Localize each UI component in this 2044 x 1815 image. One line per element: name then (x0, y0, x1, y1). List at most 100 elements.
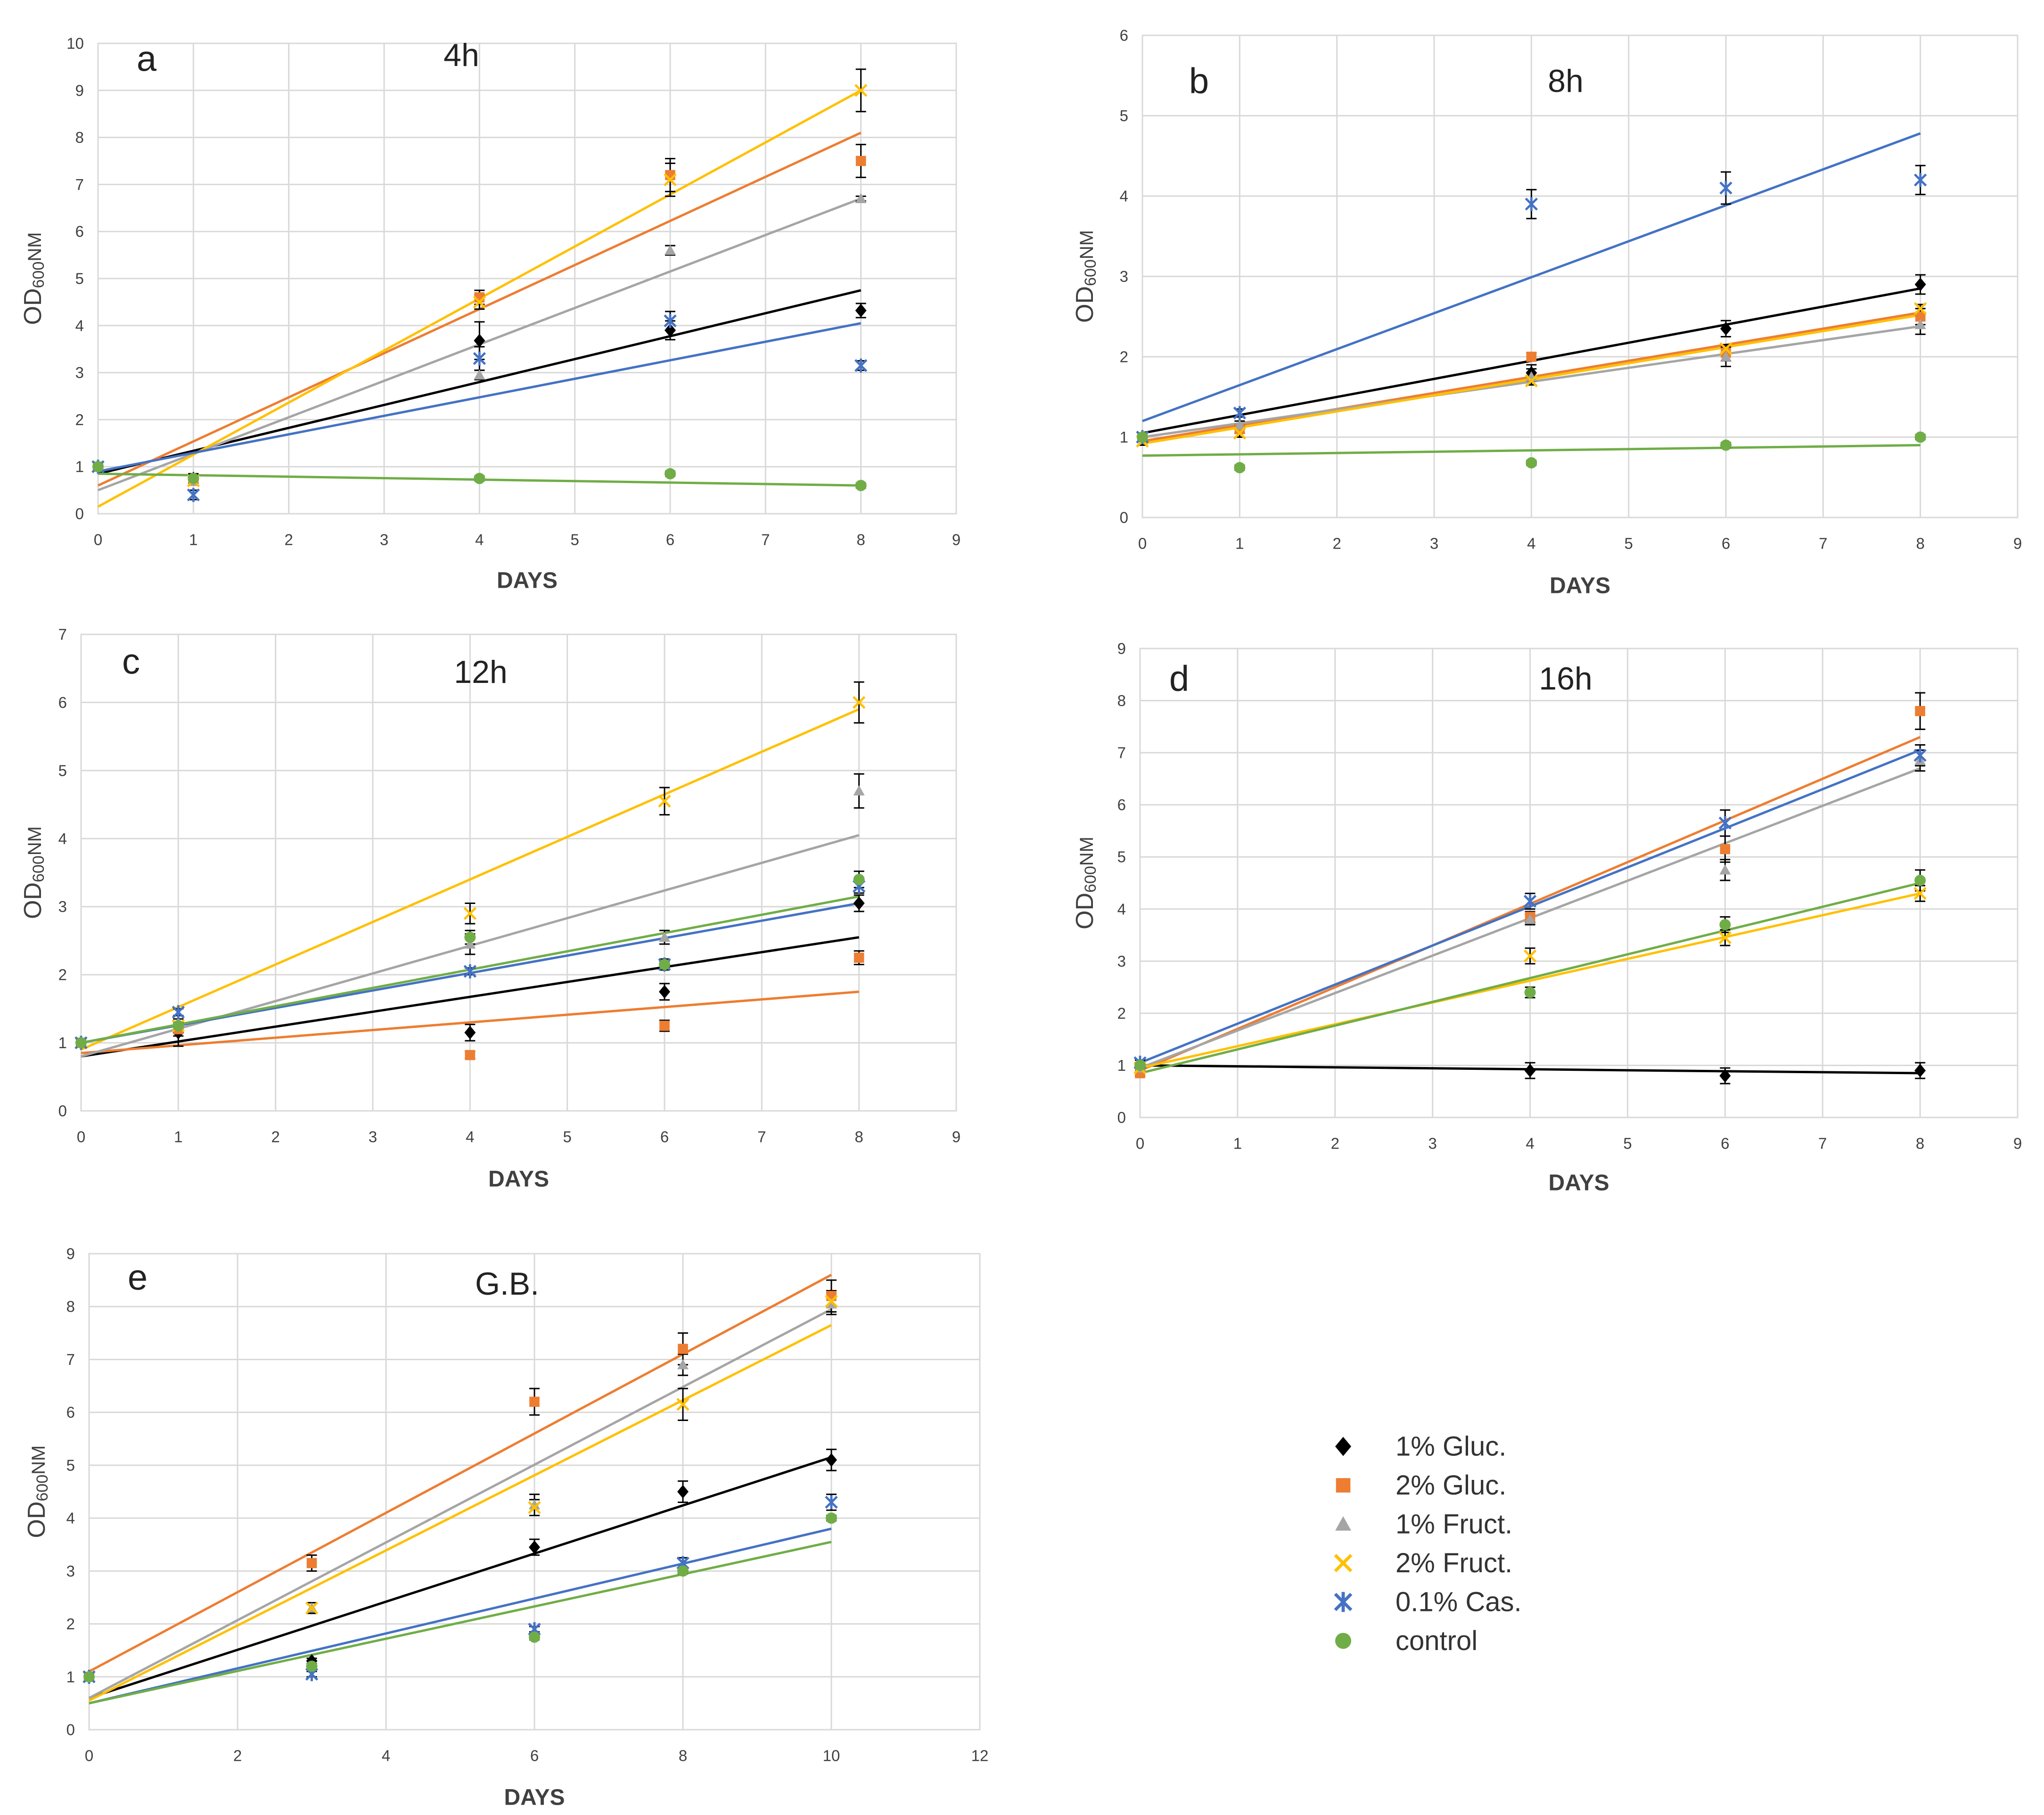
data-point-1-gluc (853, 896, 865, 910)
x-tick-label: 6 (530, 1747, 539, 1765)
data-point-2-fruct (1523, 949, 1537, 962)
legend-label: 1% Fruct. (1396, 1509, 1512, 1540)
legend-item: 1% Gluc. (1335, 1431, 1506, 1462)
x-tick-label: 8 (854, 1128, 863, 1146)
data-point-2-gluc (1915, 311, 1926, 322)
data-point-2-gluc (855, 156, 866, 166)
chart-title: 16h (1539, 661, 1592, 697)
data-point-1-gluc (529, 1540, 540, 1554)
y-tick-label: 8 (66, 1298, 75, 1315)
chart-title: G.B. (475, 1266, 539, 1302)
data-point-2-fruct (852, 696, 866, 709)
data-point-2-fruct (664, 173, 677, 187)
y-axis-label-main: OD (1071, 286, 1099, 323)
y-axis-label-main: OD (23, 1501, 50, 1538)
y-tick-label: 3 (75, 364, 84, 381)
panel-c: 0 1 2 3 4 5 6 7 8 9 0 1 2 3 4 5 6 7 c 12h DAYS OD600NM (19, 626, 960, 1192)
y-tick-label: 4 (1117, 900, 1126, 918)
data-point-1-fruct (1719, 864, 1731, 875)
y-tick-label: 6 (75, 223, 84, 240)
panel-d: 0 1 2 3 4 5 6 7 8 9 0 1 2 3 4 5 6 7 8 9 d 16h DAYS OD600NM (1071, 640, 2022, 1196)
chart-title: 8h (1548, 63, 1584, 99)
x-tick-label: 1 (174, 1128, 182, 1146)
data-point-control (474, 473, 485, 485)
data-point-control (92, 461, 104, 473)
trendline-1-gluc (98, 289, 862, 475)
data-point-control (1720, 439, 1732, 451)
data-point-control (853, 873, 865, 885)
y-tick-label: 2 (66, 1615, 75, 1633)
x-tick-label: 5 (563, 1128, 571, 1146)
data-point-control (75, 1037, 87, 1049)
data-point-0-1-cas (854, 358, 868, 373)
data-point-2-gluc (1915, 706, 1925, 716)
data-point-2-fruct (1233, 427, 1247, 440)
data-point-2-gluc (306, 1558, 317, 1569)
data-point-control (1134, 1059, 1146, 1071)
x-tick-label: 3 (1428, 1135, 1437, 1152)
y-tick-label: 8 (1117, 692, 1126, 709)
legend-label: 2% Fruct. (1396, 1548, 1512, 1578)
data-point-2-gluc (1720, 844, 1731, 854)
data-point-1-gluc (665, 323, 676, 337)
panel-letter: a (137, 39, 157, 79)
x-tick-label: 9 (952, 1128, 960, 1146)
legend-marker-triangle-icon (1335, 1516, 1351, 1531)
data-point-2-fruct (1718, 931, 1732, 944)
data-point-2-fruct (473, 296, 486, 309)
data-point-1-fruct (665, 245, 676, 255)
y-tick-label: 1 (75, 458, 84, 476)
data-point-1-gluc (677, 1485, 689, 1499)
y-tick-label: 6 (58, 694, 67, 711)
legend-label: 1% Gluc. (1396, 1431, 1506, 1462)
y-tick-label: 9 (1117, 640, 1126, 657)
x-axis-label: DAYS (1550, 574, 1610, 599)
data-point-0-1-cas (825, 1495, 838, 1510)
y-axis-label-subscript: 600 (33, 1475, 51, 1502)
data-point-control (306, 1660, 318, 1672)
trendline-0-1-cas (89, 1528, 832, 1705)
legend-label: 2% Gluc. (1396, 1470, 1506, 1501)
legend-item: 1% Fruct. (1335, 1509, 1512, 1540)
trendline-1-gluc (89, 1456, 832, 1700)
y-axis-label: OD600NM (23, 1445, 51, 1538)
y-axis-label-unit: NM (28, 1445, 49, 1475)
x-tick-label: 12 (971, 1747, 989, 1765)
x-tick-label: 2 (271, 1128, 279, 1146)
data-point-0-1-cas (463, 964, 477, 978)
x-axis-label: DAYS (504, 1785, 565, 1810)
x-tick-label: 5 (1624, 535, 1633, 552)
data-point-1-fruct (855, 193, 867, 203)
y-axis-label-unit: NM (25, 232, 45, 262)
x-tick-label: 8 (1916, 1135, 1924, 1152)
y-tick-label: 2 (1120, 348, 1128, 366)
x-tick-label: 4 (1526, 1135, 1534, 1152)
data-point-1-fruct (659, 931, 670, 942)
x-tick-label: 2 (1331, 1135, 1339, 1152)
data-point-control (188, 473, 199, 485)
data-point-0-1-cas (1913, 748, 1927, 763)
x-tick-label: 4 (466, 1128, 474, 1146)
y-tick-label: 5 (1120, 107, 1128, 124)
data-point-control (1526, 457, 1537, 469)
legend-marker-star-icon (1334, 1592, 1353, 1612)
data-point-control (529, 1631, 540, 1643)
panel-b: 0 1 2 3 4 5 6 7 8 9 0 1 2 3 4 5 6 b 8h DAYS OD600NM (1071, 27, 2022, 599)
data-point-1-fruct (1234, 419, 1246, 430)
data-point-2-fruct (1913, 302, 1927, 315)
y-axis-label-unit: NM (25, 826, 45, 855)
y-tick-label: 1 (66, 1668, 75, 1685)
data-point-2-fruct (854, 84, 868, 97)
y-tick-label: 7 (58, 626, 67, 643)
y-axis-label-main: OD (19, 882, 47, 919)
trendline-1-fruct (88, 1308, 832, 1699)
trendline-0-1-cas (1142, 132, 1921, 422)
data-point-control (1234, 462, 1246, 474)
data-point-control (826, 1512, 837, 1524)
trendline-2-gluc (81, 990, 859, 1054)
x-axis-label: DAYS (497, 568, 558, 593)
x-tick-label: 2 (1332, 535, 1341, 552)
y-tick-label: 5 (66, 1456, 75, 1474)
data-point-1-gluc (1720, 321, 1732, 336)
trendline-control (1140, 882, 1921, 1075)
